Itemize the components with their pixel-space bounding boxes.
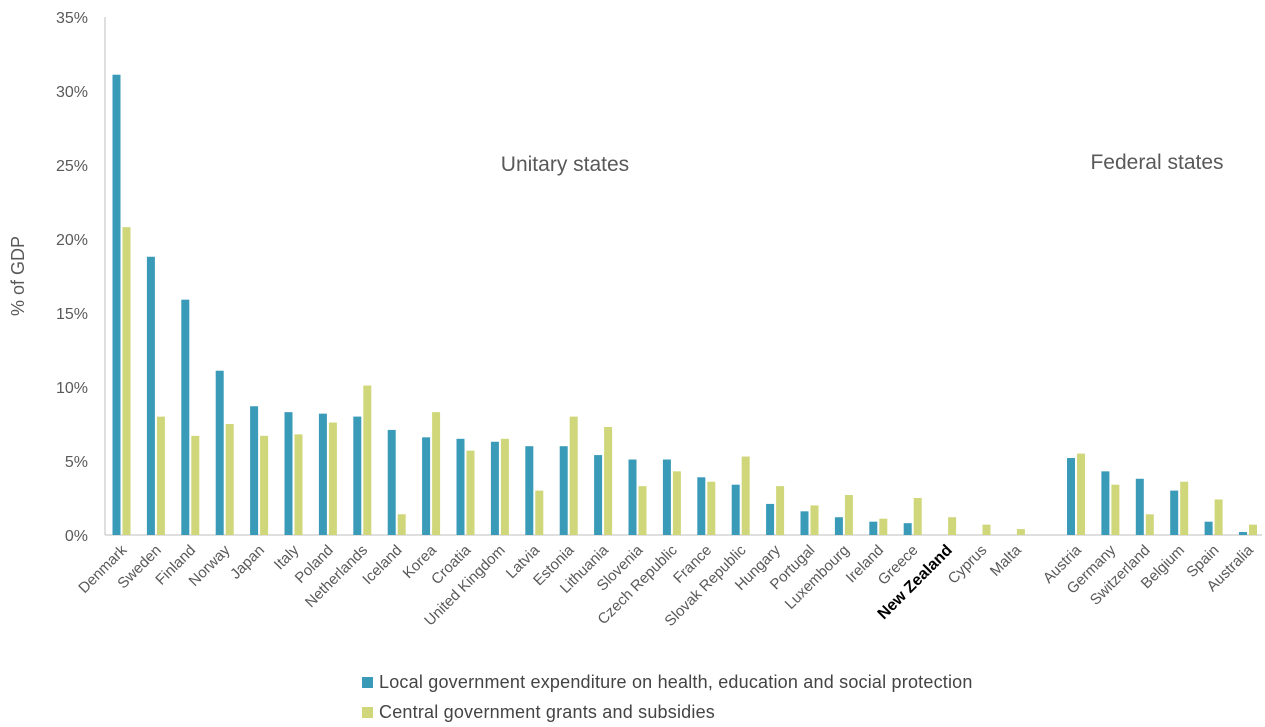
bar-local [697,477,706,535]
y-tick-label: 15% [56,306,88,323]
legend-item-central: Central government grants and subsidies [362,697,973,727]
bar-local [766,503,775,535]
bar-central [913,498,922,535]
bar-local [490,441,499,535]
bar-local [1135,478,1144,535]
bar-local [1170,490,1179,535]
y-tick-label: 35% [56,10,88,27]
legend-item-local: Local government expenditure on health, … [362,667,973,697]
bar-central [844,495,853,535]
bar-central [225,424,234,535]
bar-local [559,446,568,535]
x-tick-label: Malta [987,541,1025,579]
bar-central [156,416,165,535]
bar-local [1101,471,1110,535]
bar-central [1077,453,1085,535]
bar-central [604,426,613,535]
y-axis-label: % of GDP [8,236,28,316]
bar-local [525,446,534,535]
bar-central [328,422,337,535]
bar-central [707,481,716,535]
bar-local [318,413,327,535]
bar-central [1145,514,1154,535]
bar-central [1214,499,1223,535]
bar-local [903,523,912,535]
bar-local [662,459,671,535]
bar-central [432,412,441,535]
bar-local [731,484,740,535]
y-tick-label: 5% [65,454,88,471]
y-tick-label: 0% [65,528,88,545]
y-axis-tick-labels: 0% 5% 10% 15% 20% 25% 30% 35% [56,10,88,545]
bar-local [387,429,396,535]
bar-local [456,438,465,535]
bar-central [879,518,888,535]
bar-local [834,517,843,535]
group-label-unitary: Unitary states [501,153,629,176]
bar-local [594,455,603,535]
bar-local [353,416,362,535]
bar-local [181,299,190,535]
bar-central [810,505,819,535]
bar-central [535,490,544,535]
bar-central [500,438,509,535]
bars [112,74,1257,535]
y-tick-label: 10% [56,380,88,397]
bar-central [294,434,303,535]
bar-central [363,385,372,535]
bar-local [284,412,293,535]
bar-local [869,521,878,535]
bar-central [1111,484,1120,535]
bar-local [112,74,121,535]
bar-local [215,370,224,535]
bar-local [800,511,809,535]
bar-central [741,456,750,535]
x-tick-label: Japan [227,542,268,583]
y-tick-label: 30% [56,84,88,101]
bar-central [122,227,131,535]
legend-swatch-central [362,706,373,718]
bar-central [776,486,785,535]
bar-central [638,486,647,535]
bar-local [146,256,155,535]
legend-label-central: Central government grants and subsidies [379,701,715,722]
y-tick-label: 20% [56,232,88,249]
bar-local [1067,458,1075,535]
bar-central [1180,481,1189,535]
bar-local [1239,532,1247,535]
bar-local [422,437,431,535]
group-label-federal: Federal states [1090,151,1223,174]
x-tick-label: Cyprus [945,542,991,588]
x-tick-label: Iceland [359,542,405,588]
bar-central [397,514,406,535]
legend-label-local: Local government expenditure on health, … [379,671,973,692]
bar-central [1249,524,1257,535]
bar-local [250,406,259,535]
legend: Local government expenditure on health, … [362,667,973,727]
bar-local [1204,521,1213,535]
bar-central [569,416,578,535]
y-tick-label: 25% [56,158,88,175]
bar-central [260,435,269,535]
bar-central [1016,529,1025,535]
bar-central [948,517,957,535]
legend-swatch-local [362,676,373,688]
bar-central [672,471,681,535]
bar-local [628,459,637,535]
bar-central [466,450,475,535]
bar-central [191,435,200,535]
bar-central [982,524,991,535]
